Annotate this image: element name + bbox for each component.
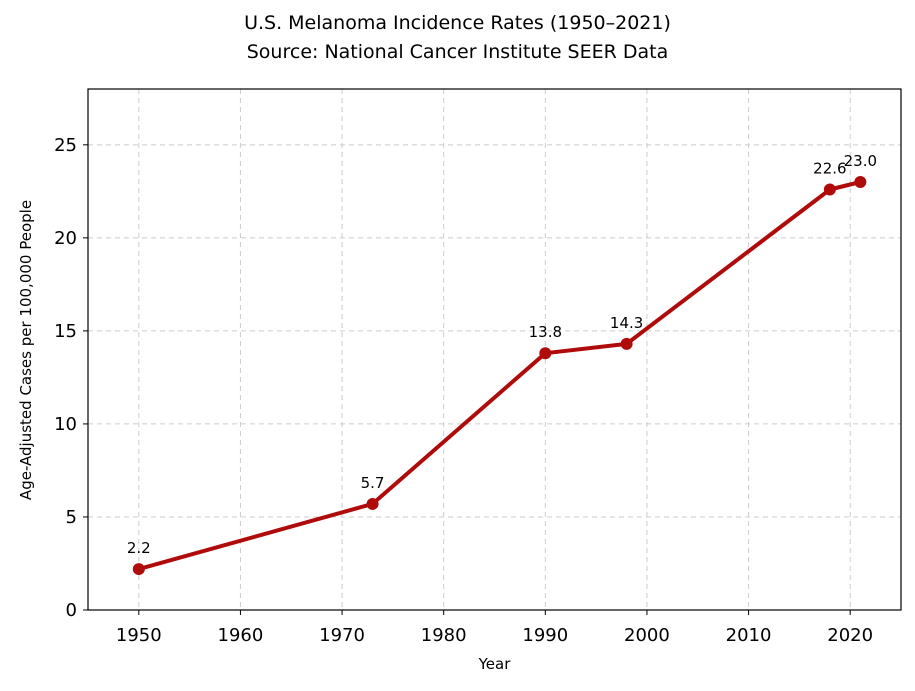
data-point — [823, 183, 836, 196]
x-tick-label: 1950 — [116, 625, 162, 646]
data-label: 2.2 — [127, 539, 151, 557]
y-axis-label: Age-Adjusted Cases per 100,000 People — [17, 199, 35, 501]
grid — [88, 89, 901, 611]
y-tick-label: 0 — [66, 600, 77, 621]
data-label: 23.0 — [844, 152, 877, 170]
x-tick-label: 2010 — [726, 625, 772, 646]
y-tick-label: 5 — [66, 507, 77, 528]
x-tick-label: 1990 — [522, 625, 568, 646]
x-tick-label: 1960 — [218, 625, 264, 646]
data-label: 14.3 — [610, 314, 643, 332]
data-label: 22.6 — [813, 159, 846, 177]
data-point — [620, 337, 633, 350]
y-tick-label: 20 — [54, 228, 77, 249]
chart-title: U.S. Melanoma Incidence Rates (1950–2021… — [244, 12, 671, 34]
data-point — [539, 347, 552, 360]
y-tick-label: 10 — [54, 414, 77, 435]
data-labels: 2.2 5.7 13.8 14.3 22.623.0 — [127, 152, 877, 557]
data-label: 13.8 — [529, 323, 562, 341]
y-tick-label: 15 — [54, 321, 77, 342]
y-tick-label: 25 — [54, 135, 77, 156]
chart-subtitle: Source: National Cancer Institute SEER D… — [246, 41, 669, 63]
data-point — [366, 497, 379, 510]
series — [132, 176, 867, 576]
x-tick-label: 2000 — [624, 625, 670, 646]
data-label: 5.7 — [361, 474, 385, 492]
axis-ticks: 1950 1960 1970 1980 1990 2000 2010 2020 0 5 10 15 20… — [54, 135, 873, 646]
series-line — [136, 180, 863, 572]
x-axis-label: Year — [478, 655, 511, 673]
data-point — [132, 563, 145, 576]
x-tick-label: 1980 — [421, 625, 467, 646]
plot-frame — [87, 88, 902, 611]
x-tick-label: 2020 — [827, 625, 873, 646]
x-tick-label: 1970 — [319, 625, 365, 646]
data-point — [854, 176, 867, 189]
